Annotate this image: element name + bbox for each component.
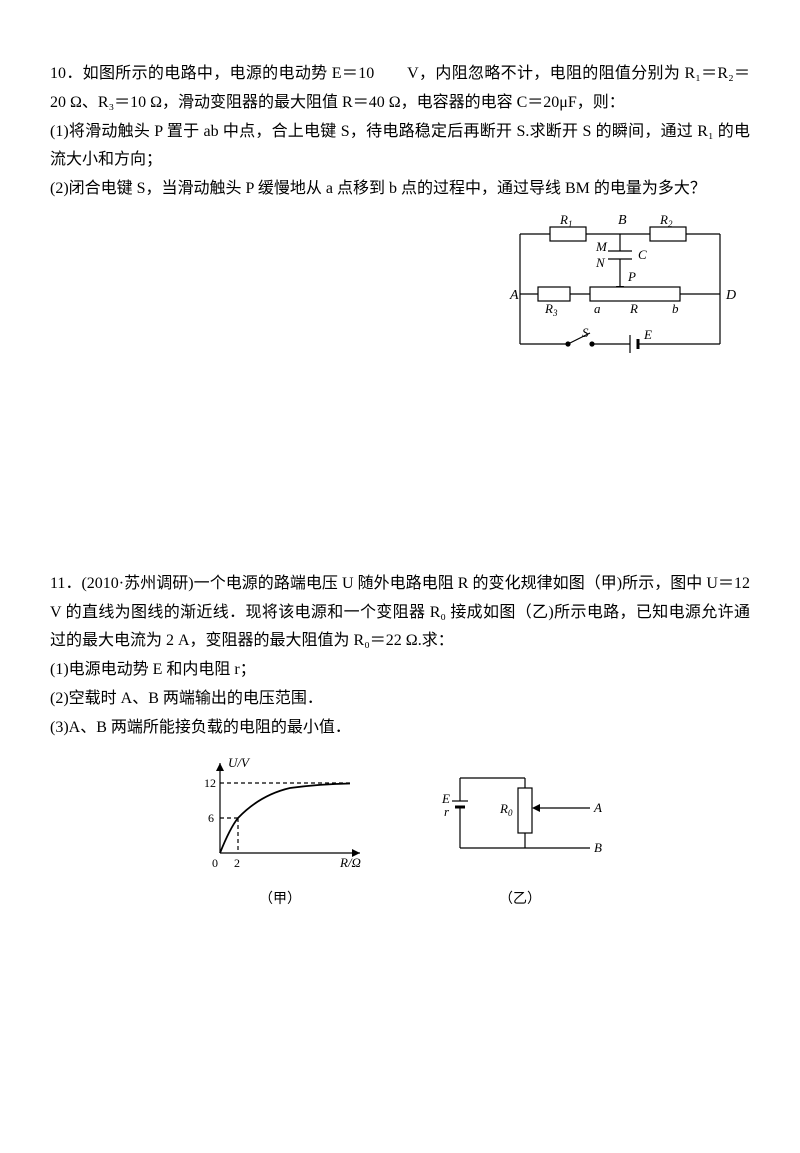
problem-number: 10 [50, 65, 66, 82]
problem-intro: ．如图所示的电路中，电源的电动势 E＝10 V，内阻忽略不计，电阻的阻值分别为 … [50, 65, 750, 111]
svg-text:A: A [593, 800, 602, 815]
problem-11-q2: (2)空载时 A、B 两端输出的电压范围． [50, 685, 750, 714]
svg-text:0: 0 [212, 856, 218, 870]
chart-caption: （甲） [190, 887, 370, 912]
problem-10-q1: (1)将滑动触头 P 置于 ab 中点，合上电键 S，待电路稳定后再断开 S.求… [50, 118, 750, 176]
svg-text:B: B [618, 213, 627, 228]
circuit-caption: （乙） [430, 887, 610, 912]
svg-text:R: R [629, 301, 638, 316]
problem-10-q2: (2)闭合电键 S，当滑动触头 P 缓慢地从 a 点移到 b 点的过程中，通过导… [50, 175, 750, 204]
svg-text:P: P [627, 269, 636, 284]
chart-figure: U/V R/Ω 12 6 0 2 （甲） [190, 753, 370, 913]
svg-text:2: 2 [234, 856, 240, 870]
problem-10: 10．如图所示的电路中，电源的电动势 E＝10 V，内阻忽略不计，电阻的阻值分别… [50, 60, 750, 390]
problem-11-q3: (3)A、B 两端所能接负载的电阻的最小值． [50, 714, 750, 743]
svg-text:R0: R0 [499, 801, 513, 818]
problem-11: 11．(2010·苏州调研)一个电源的路端电压 U 随外电路电阻 R 的变化规律… [50, 570, 750, 913]
circuit-figure-10: A B D R1 R2 M C N P R3 a R b S E [50, 209, 750, 390]
svg-text:R3: R3 [544, 301, 558, 318]
circuit-figure-11: E r R0 A B （乙） [430, 753, 610, 913]
problem-10-text: 10．如图所示的电路中，电源的电动势 E＝10 V，内阻忽略不计，电阻的阻值分别… [50, 60, 750, 118]
svg-text:b: b [672, 301, 679, 316]
svg-text:R1: R1 [559, 212, 572, 229]
svg-text:D: D [725, 288, 736, 303]
svg-text:E: E [643, 327, 652, 342]
chart-svg: U/V R/Ω 12 6 0 2 [190, 753, 370, 873]
svg-text:A: A [509, 288, 519, 303]
svg-text:6: 6 [208, 811, 214, 825]
svg-text:R2: R2 [659, 212, 673, 229]
problem-intro: ．(2010·苏州调研)一个电源的路端电压 U 随外电路电阻 R 的变化规律如图… [50, 575, 750, 650]
svg-text:U/V: U/V [228, 755, 251, 770]
svg-text:12: 12 [204, 776, 216, 790]
figure-pair-11: U/V R/Ω 12 6 0 2 （甲） [50, 753, 750, 913]
svg-text:B: B [594, 840, 602, 855]
svg-text:M: M [595, 239, 608, 254]
problem-11-text: 11．(2010·苏州调研)一个电源的路端电压 U 随外电路电阻 R 的变化规律… [50, 570, 750, 656]
problem-11-q1: (1)电源电动势 E 和内电阻 r； [50, 656, 750, 685]
svg-text:R/Ω: R/Ω [339, 855, 361, 870]
circuit-svg-10: A B D R1 R2 M C N P R3 a R b S E [490, 209, 750, 379]
circuit-svg-11: E r R0 A B [430, 753, 610, 873]
svg-text:a: a [594, 301, 601, 316]
svg-text:N: N [595, 255, 606, 270]
svg-text:S: S [582, 325, 589, 340]
svg-text:r: r [444, 804, 450, 819]
problem-number: 11 [50, 575, 65, 592]
svg-text:C: C [638, 247, 647, 262]
